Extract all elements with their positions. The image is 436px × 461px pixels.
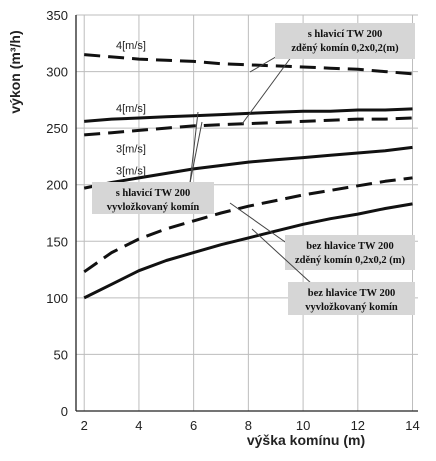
x-tick-label: 4 xyxy=(135,418,142,433)
series-line-2 xyxy=(84,107,413,123)
series-line-5 xyxy=(83,176,413,274)
annotation-1: s hlavicí TW 200 zděný komín 0,2x0,2(m) xyxy=(241,23,415,125)
annotation-text: s hlavicí TW 200 xyxy=(116,188,191,199)
y-tick-label: 50 xyxy=(54,347,68,362)
annotation-leader-line xyxy=(229,202,289,245)
annotation-4: bez hlavice TW 200 vyvložkovaný komín xyxy=(251,228,415,315)
y-tick-label: 350 xyxy=(46,8,68,23)
y-tick-label: 200 xyxy=(46,178,68,193)
y-tick-label: 250 xyxy=(46,121,68,136)
series-line-3 xyxy=(84,116,413,137)
annotation-box xyxy=(92,182,214,214)
series-line-4 xyxy=(83,145,413,190)
x-axis-title: výška komínu (m) xyxy=(247,432,365,448)
annotation-leader-line xyxy=(251,228,313,285)
annotation-2: s hlavicí TW 200 vyvložkovaný komín xyxy=(92,111,214,214)
y-tick-label: 150 xyxy=(46,234,68,249)
series-labels: 4[m/s] 4[m/s] 3[m/s] 3[m/s] xyxy=(116,40,146,178)
annotation-3: bez hlavice TW 200 zděný komín 0,2x0,2 (m… xyxy=(229,202,415,270)
tick-labels: 0 50 100 150 200 250 300 350 2 4 6 8 10 12 14 xyxy=(46,8,419,433)
annotation-box xyxy=(285,235,415,270)
annotation-box xyxy=(288,282,415,315)
y-tick-label: 0 xyxy=(61,404,68,419)
series-line-1 xyxy=(84,53,413,76)
y-tick-label: 100 xyxy=(46,291,68,306)
annotation-leader-line xyxy=(189,121,203,184)
annotation-text: bez hlavice TW 200 xyxy=(308,288,395,299)
annotation-box xyxy=(275,23,415,59)
series-lines xyxy=(83,53,413,300)
series-label-3: 3[m/s] xyxy=(116,144,146,156)
series-label-2: 4[m/s] xyxy=(116,103,146,115)
x-tick-label: 2 xyxy=(81,418,88,433)
annotation-leader-line xyxy=(189,111,199,184)
y-tick-label: 300 xyxy=(46,65,68,80)
annotation-text: vyvložkovaný komín xyxy=(107,202,200,213)
series-label-4: 3[m/s] xyxy=(116,165,146,177)
x-tick-label: 10 xyxy=(296,418,310,433)
axes xyxy=(75,15,418,412)
x-tick-label: 6 xyxy=(190,418,197,433)
annotation-text: bez hlavice TW 200 xyxy=(306,241,393,252)
series-line-6 xyxy=(83,202,413,300)
y-axis-title: výkon (m³/h) xyxy=(7,30,23,113)
annotation-text: vyvložkovaný komín xyxy=(305,302,398,313)
annotation-text: zděný komín 0,2x0,2 (m) xyxy=(295,255,405,266)
series-label-1: 4[m/s] xyxy=(116,40,146,52)
x-tick-label: 12 xyxy=(351,418,365,433)
x-tick-label: 8 xyxy=(245,418,252,433)
annotation-text: zděný komín 0,2x0,2(m) xyxy=(291,43,399,54)
x-tick-label: 14 xyxy=(405,418,419,433)
annotation-text: s hlavicí TW 200 xyxy=(308,29,383,40)
